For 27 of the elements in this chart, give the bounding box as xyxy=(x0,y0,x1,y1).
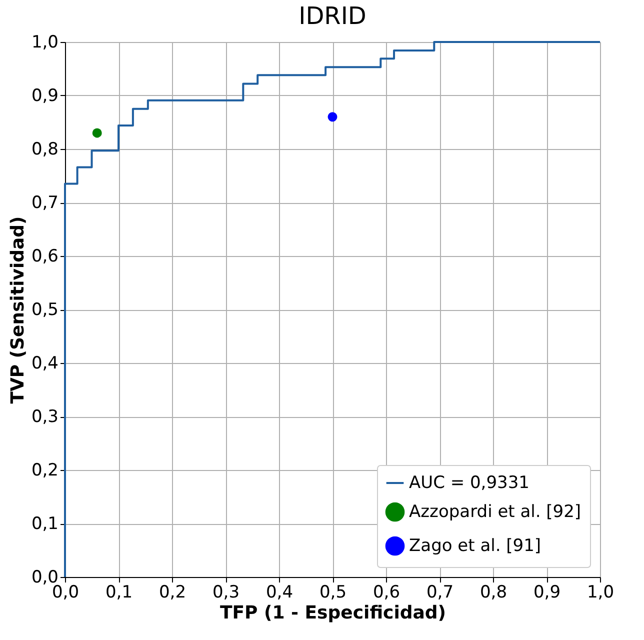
x-axis-title: TFP (1 - Especificidad) xyxy=(220,602,446,624)
x-tick-label: 0,7 xyxy=(426,582,454,602)
x-tick-label: 0,0 xyxy=(52,582,80,602)
x-tick-label: 0,4 xyxy=(266,582,294,602)
legend-label: Zago et al. [91] xyxy=(409,536,542,556)
x-tick-label: 0,1 xyxy=(105,582,133,602)
y-tick-label: 0,3 xyxy=(31,407,58,427)
x-tick-label: 0,6 xyxy=(372,582,400,602)
x-tick-label: 0,5 xyxy=(319,582,347,602)
y-tick-label: 1,0 xyxy=(31,32,58,52)
chart-title: IDRID xyxy=(298,2,366,30)
x-tick-label: 0,2 xyxy=(158,582,186,602)
x-tick-label: 0,8 xyxy=(480,582,508,602)
y-axis-title: TVP (Sensitividad) xyxy=(7,216,28,404)
y-tick-label: 0,1 xyxy=(31,514,58,534)
legend-label: AUC = 0,9331 xyxy=(409,473,530,493)
legend-label: Azzopardi et al. [92] xyxy=(409,502,582,522)
x-tick-label: 1,0 xyxy=(586,582,614,602)
y-tick-label: 0,2 xyxy=(31,460,58,480)
y-tick-label: 0,7 xyxy=(31,193,58,213)
y-tick-label: 0,8 xyxy=(31,140,58,160)
x-tick-label: 0,9 xyxy=(533,582,561,602)
y-tick-label: 0,9 xyxy=(31,86,58,106)
y-tick-label: 0,6 xyxy=(31,246,58,266)
x-tick-label: 0,3 xyxy=(212,582,240,602)
y-tick-label: 0,5 xyxy=(31,300,58,320)
y-tick-label: 0,4 xyxy=(31,354,58,374)
